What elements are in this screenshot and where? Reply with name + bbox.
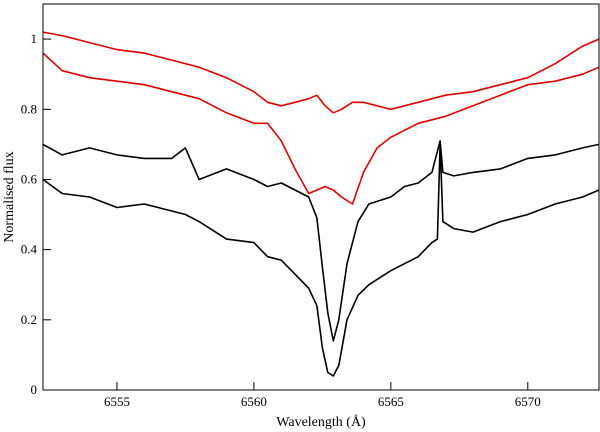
y-tick-label: 0.6 [21,171,38,186]
x-tick-label: 6560 [241,394,267,409]
series-line-2 [42,52,600,205]
plot-frame [42,3,600,391]
series-line-3 [42,140,600,342]
y-tick-label: 0.2 [21,312,37,327]
plot-background [43,4,599,390]
y-tick-label: 0.8 [21,101,37,116]
y-axis-label: Normalised flux [2,151,17,242]
x-tick-label: 6570 [515,394,541,409]
y-tick-label: 0 [31,382,38,397]
series-line-1 [42,31,600,114]
y-tick-label: 1 [31,31,38,46]
y-tick-label: 0.4 [21,242,38,257]
ticks-layer: 6555 6560 6565 6570 0 0.2 0.4 0.6 0.8 1 [21,31,541,409]
series-line-4 [42,143,600,377]
x-tick-label: 6565 [378,394,404,409]
x-tick-label: 6555 [104,394,130,409]
series-layer [42,31,600,377]
x-axis-label: Wavelength (Å) [276,414,366,430]
